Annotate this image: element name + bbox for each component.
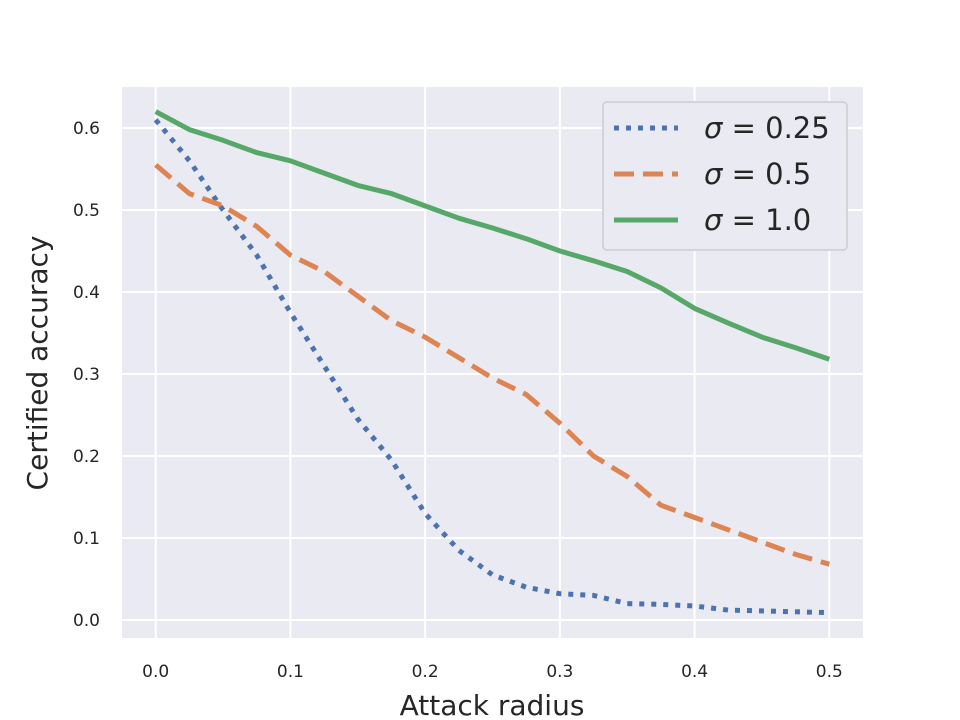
legend-frame xyxy=(602,101,848,251)
x-tick-label: 0.3 xyxy=(546,662,573,682)
y-tick-label: 0.5 xyxy=(73,201,100,221)
x-tick-label: 0.5 xyxy=(816,662,843,682)
legend-symbol: σ xyxy=(704,203,724,237)
series-lines xyxy=(153,109,831,616)
legend-value: = 0.5 xyxy=(722,157,811,191)
x-tick-label: 0.1 xyxy=(277,662,304,682)
y-tick-label: 0.0 xyxy=(73,611,100,631)
y-tick-label: 0.4 xyxy=(73,283,100,303)
series-line xyxy=(154,109,831,362)
legend-label: σ = 0.25 xyxy=(704,111,830,145)
x-tick-label: 0.4 xyxy=(681,662,708,682)
legend-value: = 1.0 xyxy=(722,203,811,237)
legend: σ = 0.25σ = 0.5σ = 1.0 xyxy=(602,101,848,251)
x-tick-label: 0.2 xyxy=(412,662,439,682)
legend-value: = 0.25 xyxy=(722,111,829,145)
grid-lines xyxy=(122,87,863,638)
y-tick-label: 0.1 xyxy=(73,529,100,549)
x-axis-title: Attack radius xyxy=(400,689,585,720)
legend-label: σ = 1.0 xyxy=(704,203,811,237)
legend-symbol: σ xyxy=(704,157,724,191)
y-tick-label: 0.6 xyxy=(73,119,100,139)
x-tick-label: 0.0 xyxy=(142,662,169,682)
legend-symbol: σ xyxy=(704,111,724,145)
series-line xyxy=(154,162,830,567)
y-tick-label: 0.3 xyxy=(73,365,100,385)
legend-label: σ = 0.5 xyxy=(704,157,811,191)
tick-labels: 0.0 0.1 0.2 0.3 0.4 0.5 0.0 0.1 0.2 0.3 0.4 0.5 0.6 xyxy=(73,119,843,682)
y-axis-title: Certified accuracy xyxy=(21,236,54,491)
y-tick-label: 0.2 xyxy=(73,447,100,467)
